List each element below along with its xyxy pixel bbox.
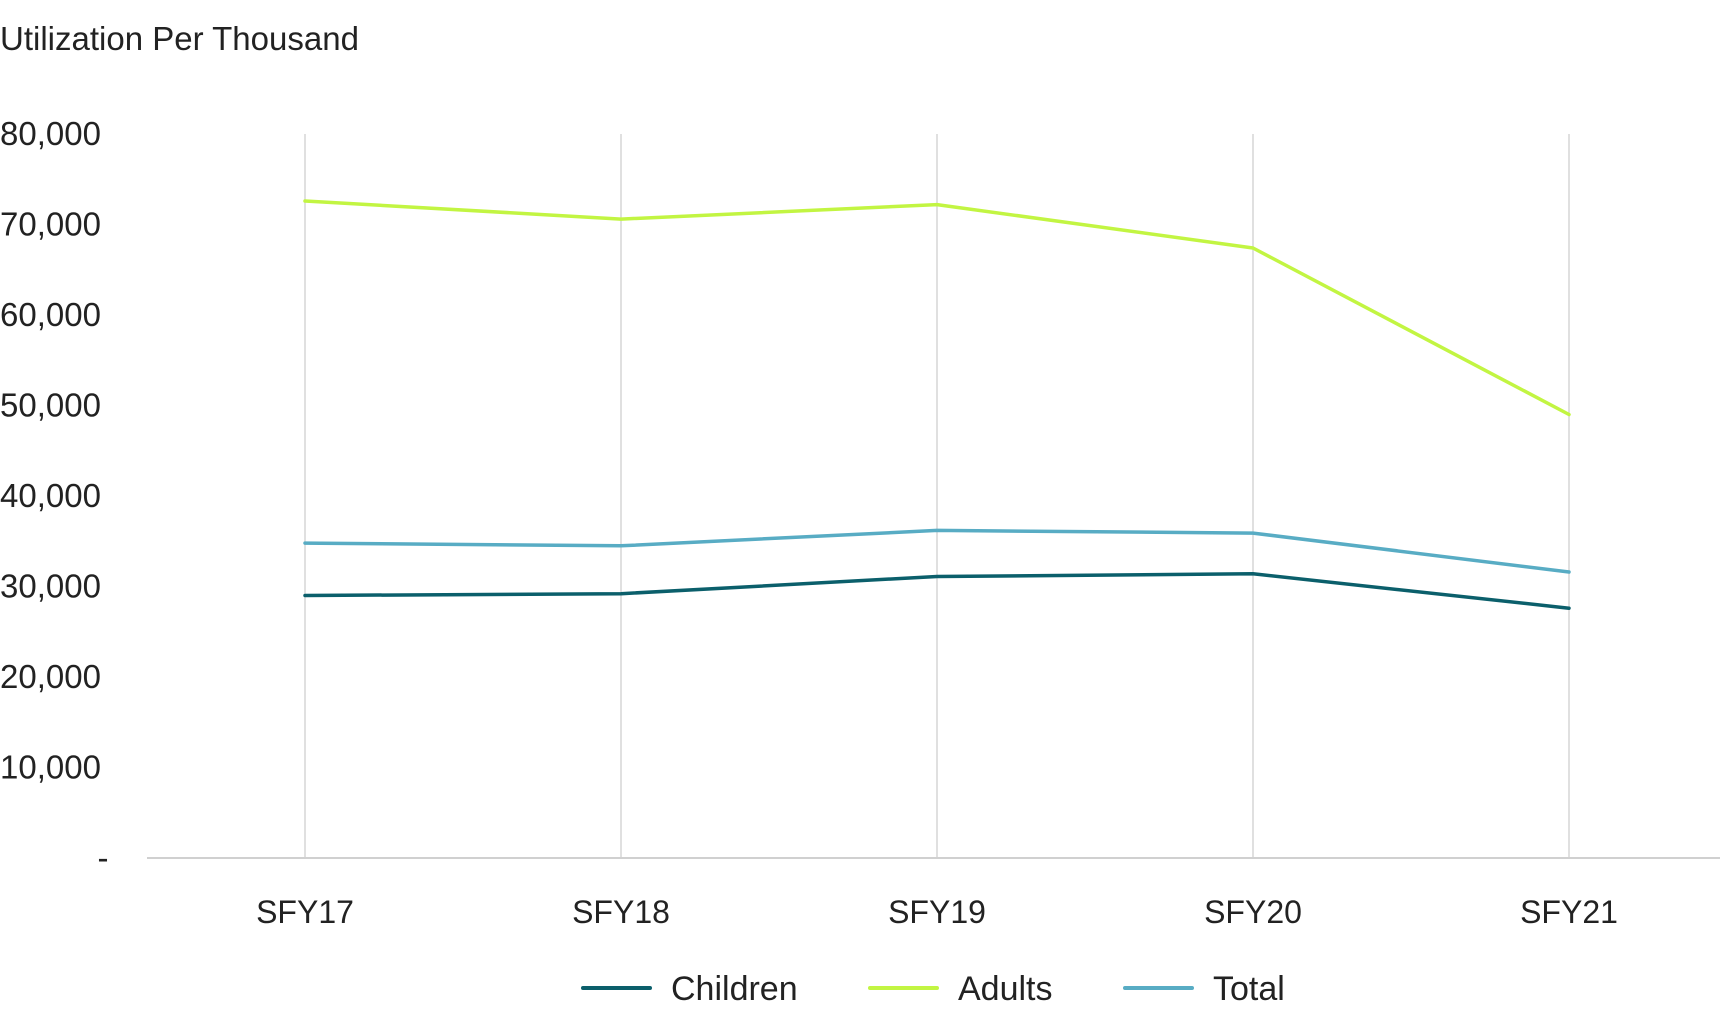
y-tick-label: 60,000 <box>0 296 101 333</box>
series-lines <box>303 199 1571 610</box>
y-tick-label: 20,000 <box>0 658 101 695</box>
series-line-adults <box>303 199 1571 417</box>
legend-label-children: Children <box>671 970 798 1008</box>
y-axis-ticks: - 10,000 20,000 30,000 40,000 50,000 60,000 70,… <box>0 115 109 876</box>
vertical-gridlines <box>304 134 1570 858</box>
legend: Children Adults Total <box>581 970 1285 1008</box>
x-tick-label: SFY21 <box>1520 894 1618 930</box>
series-line-total <box>303 528 1571 574</box>
y-tick-label: 40,000 <box>0 477 101 514</box>
y-axis-title: Utilization Per Thousand <box>0 20 359 57</box>
x-tick-label: SFY20 <box>1204 894 1302 930</box>
y-tick-label: 30,000 <box>0 568 101 605</box>
legend-label-adults: Adults <box>958 970 1053 1008</box>
x-axis-ticks: SFY17 SFY18 SFY19 SFY20 SFY21 <box>256 894 1618 930</box>
legend-label-total: Total <box>1213 970 1285 1008</box>
y-tick-label: - <box>98 839 109 876</box>
x-tick-label: SFY17 <box>256 894 354 930</box>
x-tick-label: SFY19 <box>888 894 986 930</box>
y-tick-label: 50,000 <box>0 387 101 424</box>
y-tick-label: 70,000 <box>0 206 101 243</box>
y-tick-label: 80,000 <box>0 115 101 152</box>
series-line-children <box>303 572 1571 610</box>
y-tick-label: 10,000 <box>0 749 101 786</box>
x-tick-label: SFY18 <box>572 894 670 930</box>
